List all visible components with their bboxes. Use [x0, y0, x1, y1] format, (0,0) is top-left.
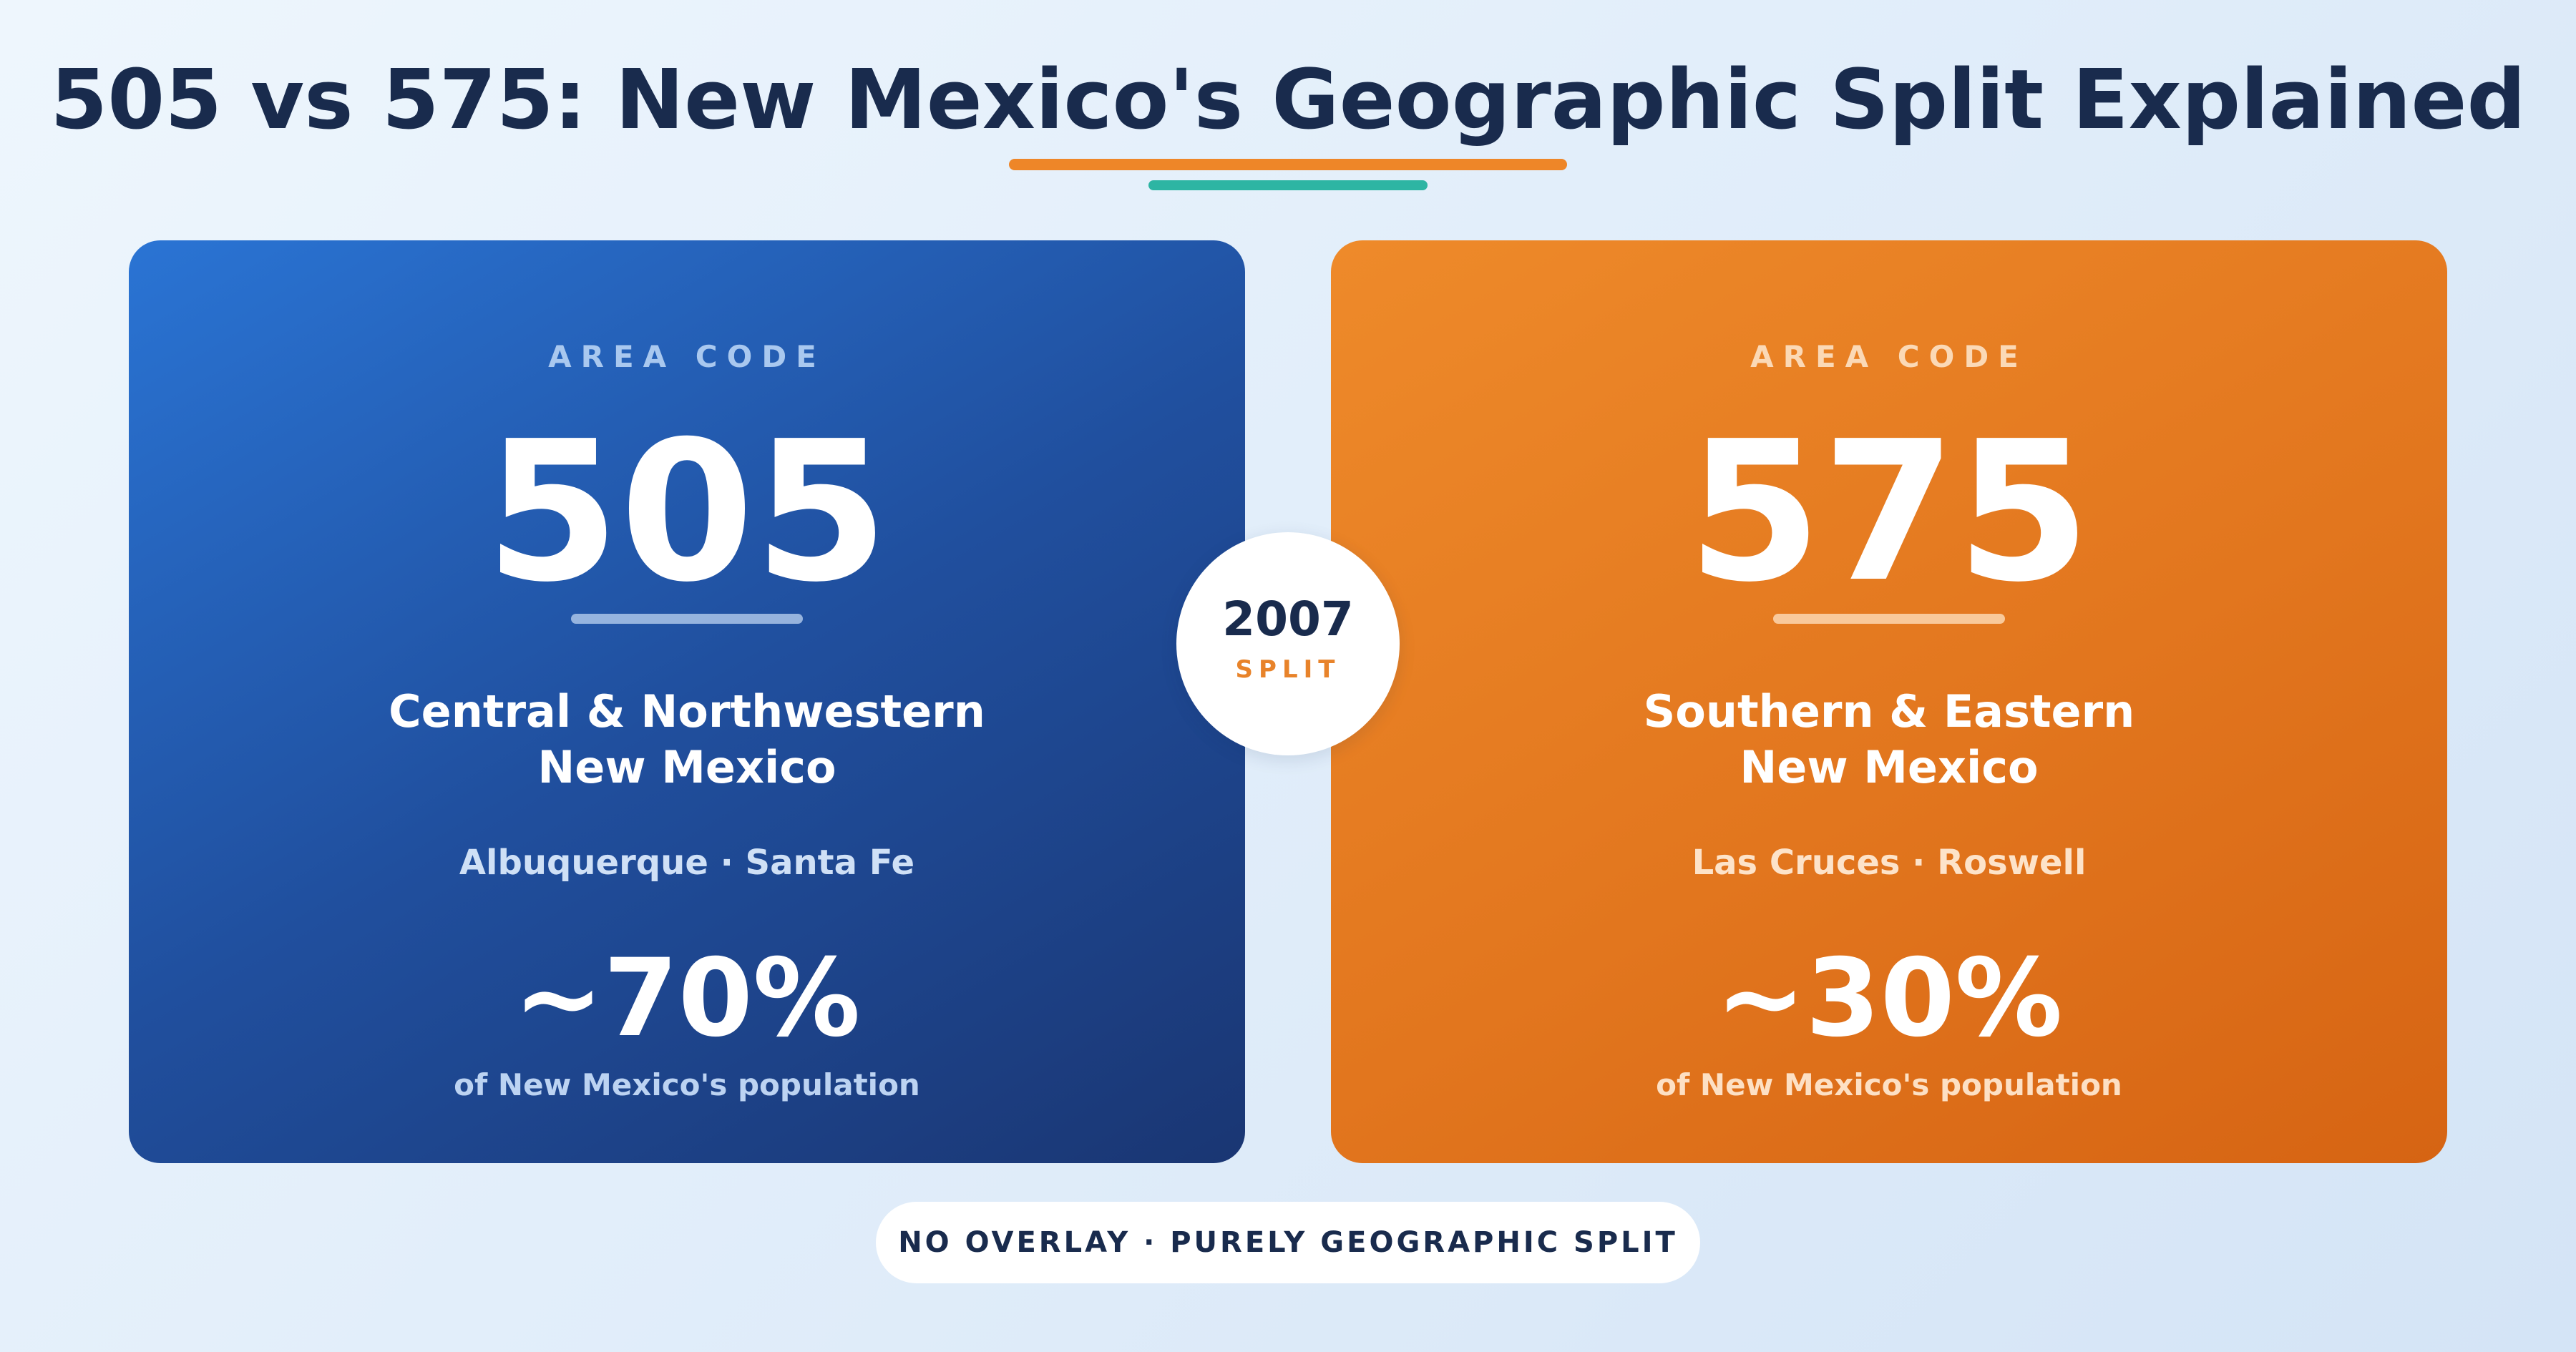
- split-label: SPLIT: [1235, 655, 1341, 684]
- region-line-2: New Mexico: [1740, 741, 2039, 793]
- population-label: of New Mexico's population: [454, 1067, 920, 1102]
- population-share: ~30%: [1715, 936, 2063, 1061]
- region-name: Southern & Eastern New Mexico: [1331, 684, 2447, 795]
- major-cities: Las Cruces · Roswell: [1692, 843, 2087, 883]
- major-cities: Albuquerque · Santa Fe: [459, 843, 915, 883]
- area-code-card-575: AREA CODE 575 Southern & Eastern New Mex…: [1331, 240, 2447, 1163]
- card-divider: [1773, 614, 2005, 624]
- split-year: 2007: [1222, 592, 1354, 647]
- title-underline-teal: [1148, 180, 1428, 190]
- page-title: 505 vs 575: New Mexico's Geographic Spli…: [50, 52, 2526, 148]
- split-year-badge: 2007 SPLIT: [1176, 532, 1400, 755]
- region-line-1: Southern & Eastern: [1643, 685, 2135, 738]
- title-underline-orange: [1009, 159, 1567, 170]
- area-code-card-505: AREA CODE 505 Central & Northwestern New…: [129, 240, 1245, 1163]
- region-name: Central & Northwestern New Mexico: [129, 684, 1245, 795]
- area-code-number: 505: [485, 399, 889, 624]
- footer-note-pill: NO OVERLAY · PURELY GEOGRAPHIC SPLIT: [876, 1202, 1700, 1283]
- card-eyebrow: AREA CODE: [548, 339, 826, 374]
- area-code-number: 575: [1687, 399, 2091, 624]
- region-line-2: New Mexico: [537, 741, 836, 793]
- card-eyebrow: AREA CODE: [1750, 339, 2028, 374]
- population-share: ~70%: [513, 936, 861, 1061]
- region-line-1: Central & Northwestern: [389, 685, 985, 738]
- population-label: of New Mexico's population: [1656, 1067, 2122, 1102]
- card-divider: [571, 614, 803, 624]
